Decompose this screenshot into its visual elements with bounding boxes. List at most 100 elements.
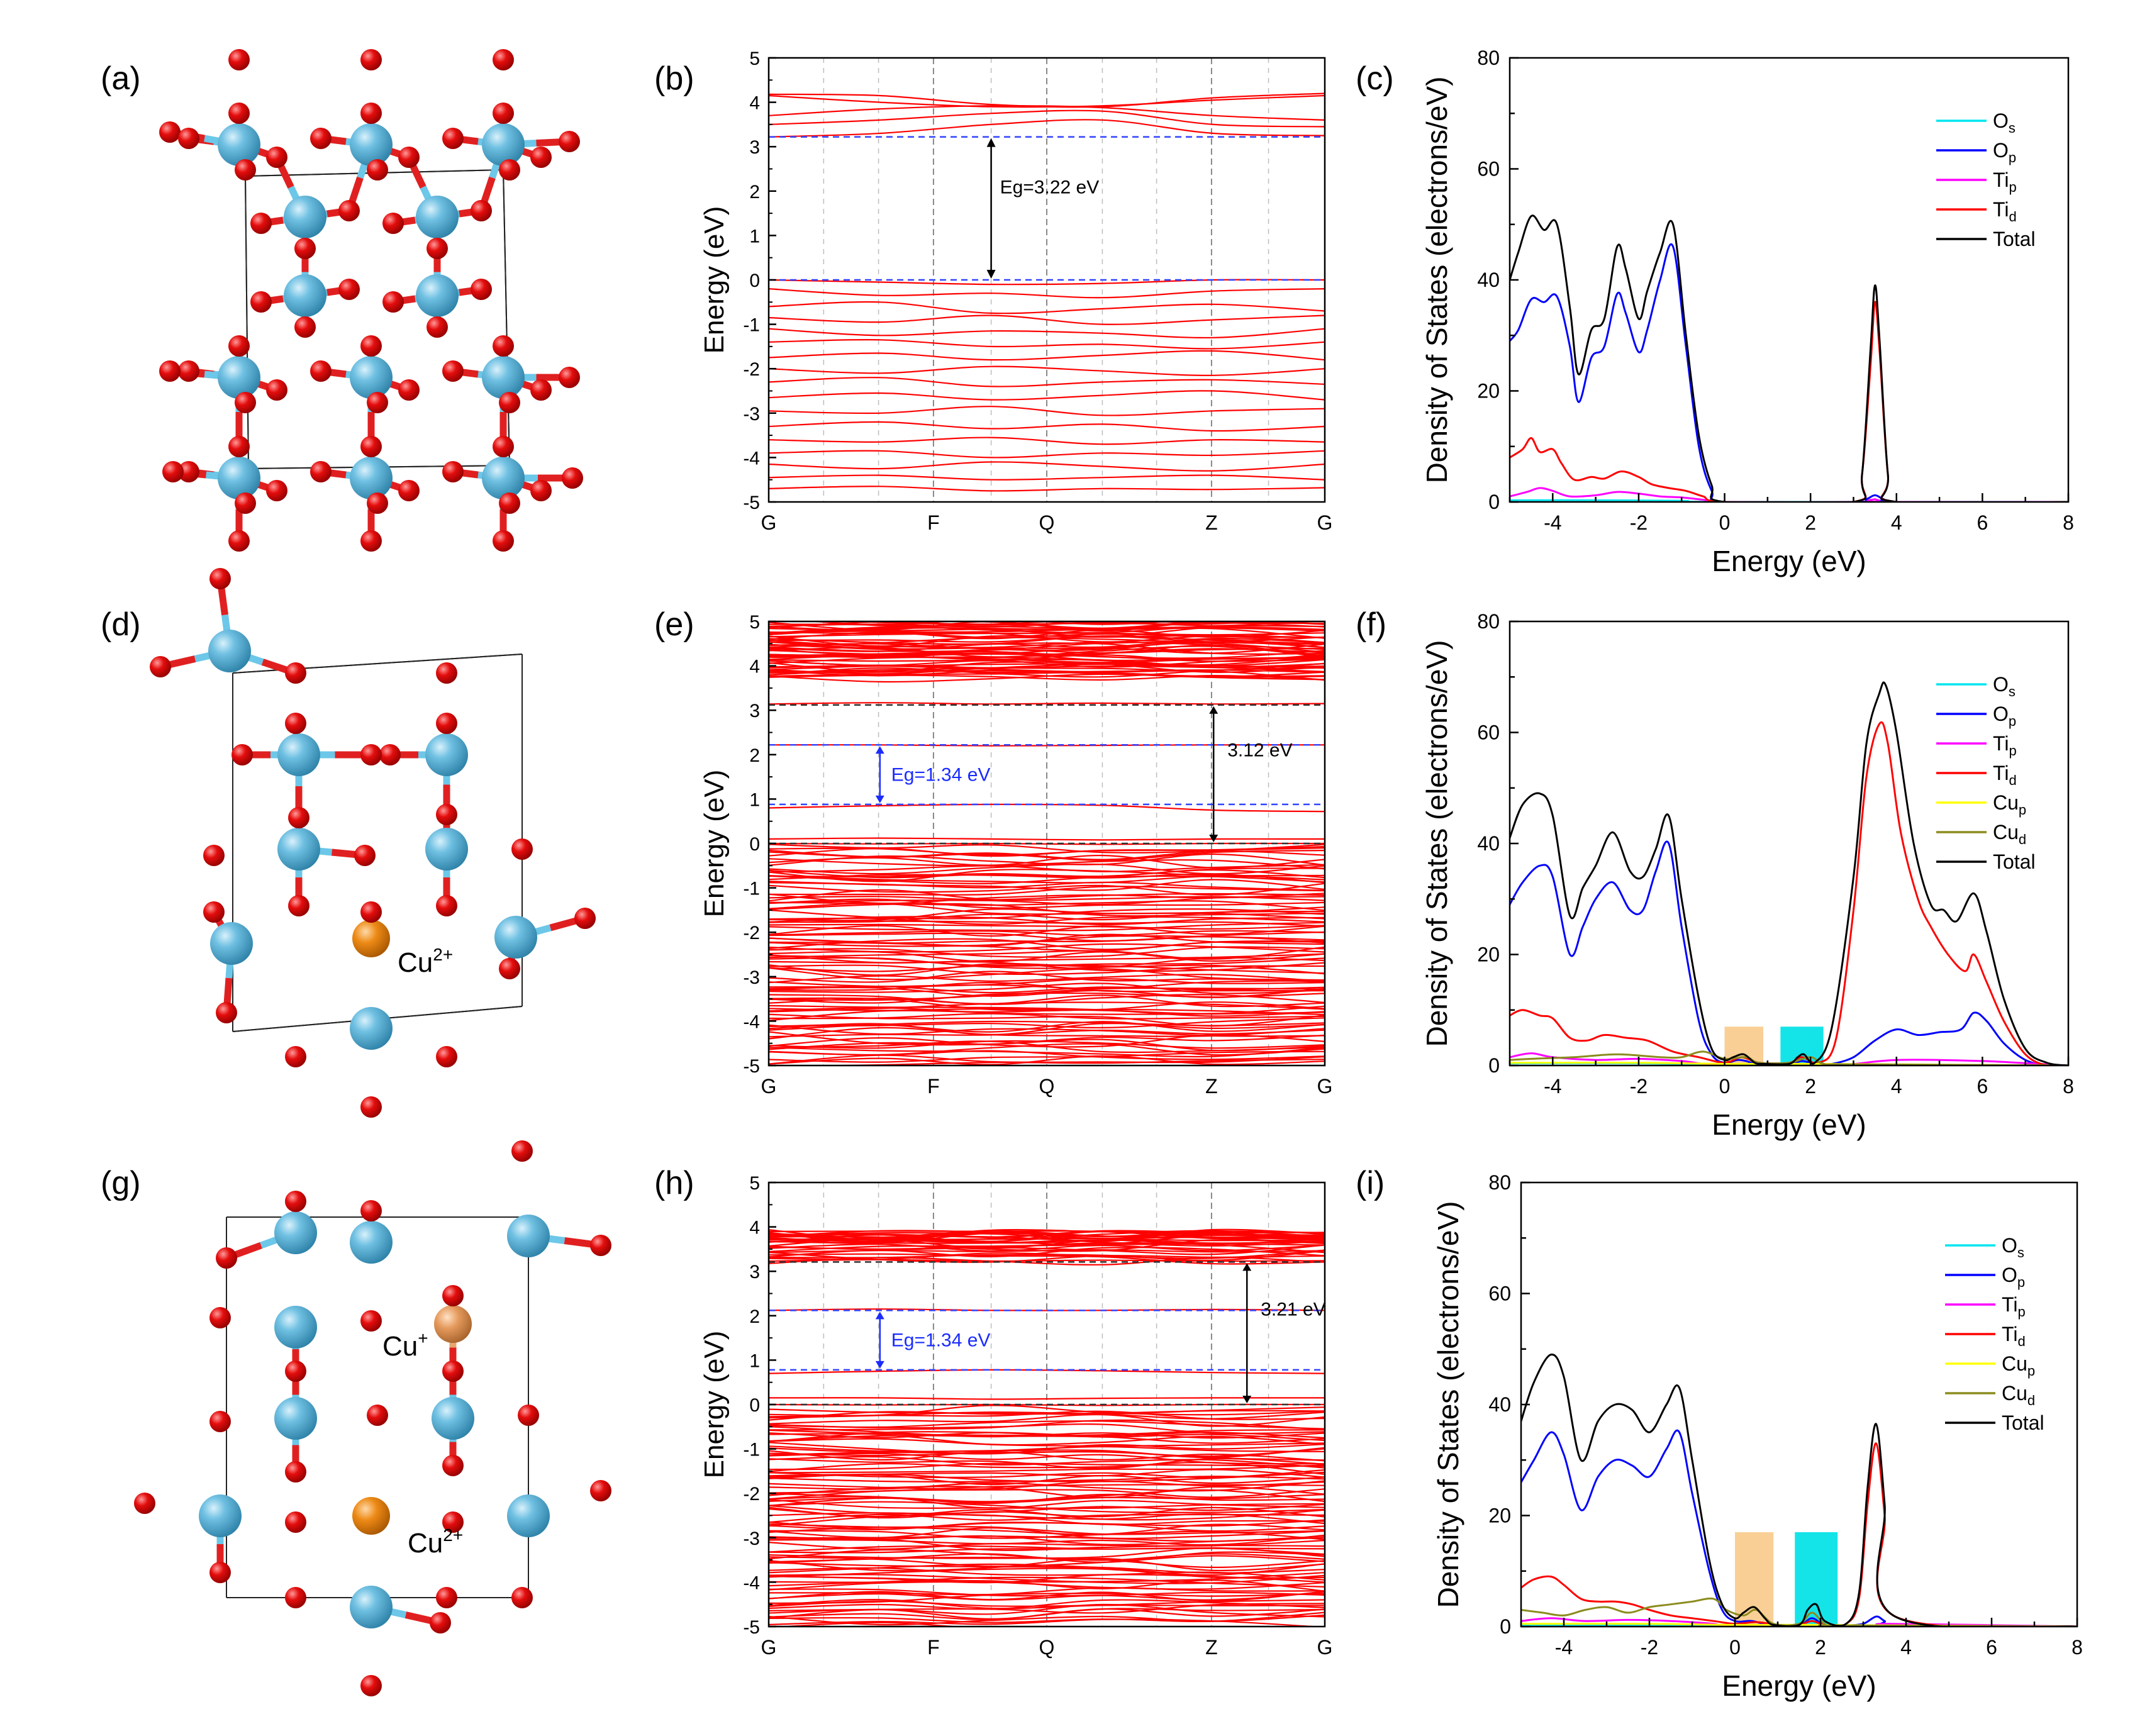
impurity-gap-arrow-head-up <box>875 746 884 754</box>
valence-band <box>769 1448 1325 1457</box>
valence-band <box>769 921 1325 932</box>
valence-band <box>769 875 1325 884</box>
o-atom <box>518 1405 539 1426</box>
ti-atom <box>416 196 459 238</box>
dos-series-op <box>1521 1429 2077 1627</box>
conduction-band <box>769 643 1325 655</box>
ti-atom <box>482 123 525 166</box>
o-atom <box>442 1360 464 1382</box>
x-tick-label: -4 <box>1544 511 1561 534</box>
panel-label-d: (d) <box>101 606 141 643</box>
y-tick-label: 4 <box>749 93 760 114</box>
o-atom <box>436 895 457 916</box>
y-tick-label: -5 <box>743 1056 760 1077</box>
ti-atom <box>277 733 320 776</box>
x-tick-label: 2 <box>1805 1075 1816 1098</box>
o-atom <box>398 379 420 401</box>
legend-entry: Cup <box>2002 1352 2035 1379</box>
ti-atom <box>432 1397 474 1440</box>
x-tick-label: 4 <box>1900 1636 1912 1659</box>
conduction-band <box>769 672 1325 681</box>
o-atom <box>360 49 382 70</box>
conduction-band <box>769 635 1325 645</box>
o-atom <box>216 1002 237 1023</box>
conduction-band <box>769 642 1325 653</box>
k-tick-label: Q <box>1039 511 1055 534</box>
panel-label-a: (a) <box>101 60 141 97</box>
y-tick-label: 4 <box>749 657 760 677</box>
o-atom <box>499 492 520 514</box>
valence-band <box>769 1523 1325 1535</box>
valence-band <box>769 279 1325 286</box>
ti-atom <box>218 356 260 399</box>
o-atom <box>511 1140 533 1162</box>
y-tick-label: 40 <box>1488 1393 1511 1416</box>
atoms <box>150 568 596 1118</box>
o-atom <box>436 662 457 684</box>
valence-band <box>769 1519 1325 1530</box>
y-tick-label: 80 <box>1477 47 1500 69</box>
o-atom <box>266 480 287 501</box>
dos-series-total <box>1510 214 2068 502</box>
o-atom <box>285 1046 306 1067</box>
o-atom <box>590 1235 611 1256</box>
valence-band <box>769 849 1325 861</box>
o-atom <box>360 1310 382 1332</box>
dos-series-tid <box>1521 1442 2077 1627</box>
valence-band <box>769 1435 1325 1444</box>
y-tick-label: 20 <box>1477 380 1500 403</box>
legend-entry: Total <box>1993 850 2036 873</box>
y-tick-label: 0 <box>1500 1615 1511 1638</box>
conduction-band <box>769 661 1325 673</box>
o-atom <box>499 392 520 413</box>
valence-band <box>769 879 1325 891</box>
o-atom <box>442 1511 464 1533</box>
x-tick-label: 8 <box>2063 1075 2074 1098</box>
valence-band <box>769 1029 1325 1038</box>
valence-band <box>769 1013 1325 1020</box>
k-tick-label: G <box>761 511 777 534</box>
y-tick-label: 20 <box>1488 1505 1511 1527</box>
conduction-band <box>769 655 1325 667</box>
x-tick-label: 4 <box>1891 511 1902 534</box>
conduction-band <box>769 1238 1325 1252</box>
o-atom <box>134 1493 155 1514</box>
conduction-band <box>769 119 1325 138</box>
valence-band <box>769 994 1325 1005</box>
valence-band <box>769 314 1325 325</box>
total-gap-arrow-head-up <box>1209 706 1218 714</box>
o-atom <box>442 1285 464 1306</box>
o-atom <box>250 291 272 313</box>
valence-band <box>769 406 1325 416</box>
valence-band <box>769 1599 1325 1610</box>
ti-atom <box>218 457 260 499</box>
gap-arrow-head-down <box>986 270 996 279</box>
valence-band <box>769 994 1325 1008</box>
valence-band <box>769 1591 1325 1601</box>
legend-entry: Os <box>1993 109 2016 136</box>
valence-band <box>769 1438 1325 1447</box>
valence-band <box>769 1480 1325 1490</box>
o-atom <box>360 436 382 457</box>
valence-band <box>769 1513 1325 1523</box>
legend-entry: Op <box>1993 139 2016 165</box>
ti-atom <box>277 828 320 871</box>
conduction-band <box>769 1234 1325 1244</box>
total-gap-arrow-head-down <box>1242 1396 1252 1403</box>
valence-band <box>769 923 1325 930</box>
ti-atom <box>507 1494 550 1537</box>
y-tick-label: 20 <box>1477 943 1500 966</box>
conduction-band <box>951 621 1210 629</box>
o-atom <box>367 159 388 181</box>
conduction-band-edge <box>769 1259 1325 1262</box>
y-tick-label: -3 <box>743 1528 760 1549</box>
o-atom <box>493 335 514 357</box>
band-structure-chart-b: Eg=3.22 eV -5 -4 -3 -2 -1 0 1 2 3 4 5 G F Q Z G Energy (e… <box>699 48 1332 534</box>
o-atom <box>360 530 382 552</box>
o-atom <box>285 1191 306 1212</box>
conduction-band <box>769 625 1325 634</box>
valence-band <box>769 873 1325 884</box>
y-tick-label: 80 <box>1488 1171 1511 1194</box>
